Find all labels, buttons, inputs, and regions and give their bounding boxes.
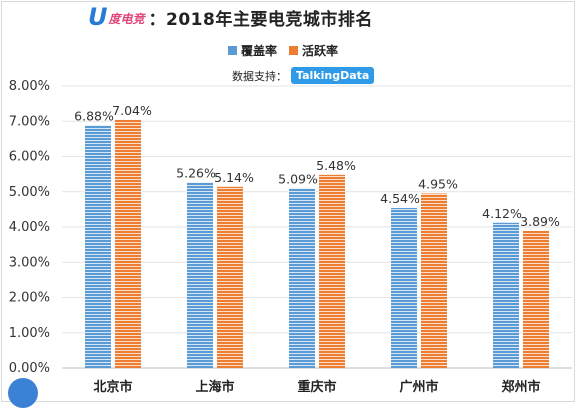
y-tick-label: 3.00% bbox=[9, 255, 50, 270]
y-tick-label: 6.00% bbox=[9, 150, 50, 165]
data-label: 5.48% bbox=[316, 158, 356, 173]
brand-logo-u: U bbox=[88, 3, 108, 31]
y-tick-label: 8.00% bbox=[9, 79, 50, 94]
grid-layer bbox=[62, 85, 572, 369]
brand-logo: U 度电竞 bbox=[88, 5, 145, 29]
data-label: 6.88% bbox=[74, 108, 114, 123]
data-label: 4.12% bbox=[482, 206, 522, 221]
legend-label-coverage: 覆盖率 bbox=[241, 44, 278, 58]
data-source-label: 数据支持： bbox=[232, 69, 287, 83]
bar-activity bbox=[217, 186, 243, 368]
data-label: 3.89% bbox=[520, 214, 560, 229]
x-tick-label: 郑州市 bbox=[501, 379, 540, 395]
chart-title: ：2018年主要电竞城市排名 bbox=[148, 9, 373, 30]
x-tick-label: 上海市 bbox=[195, 379, 234, 395]
data-label: 7.04% bbox=[112, 103, 152, 118]
data-source: 数据支持： TalkingData bbox=[232, 67, 375, 84]
y-tick-label: 4.00% bbox=[9, 220, 50, 235]
y-tick-label: 2.00% bbox=[9, 291, 50, 306]
x-tick-label: 广州市 bbox=[399, 379, 438, 395]
x-tick-label: 重庆市 bbox=[297, 379, 336, 395]
legend-item-coverage: 覆盖率 bbox=[228, 42, 277, 59]
bar-coverage bbox=[391, 207, 417, 368]
y-tick-label: 5.00% bbox=[9, 185, 50, 200]
bar-activity bbox=[523, 230, 549, 368]
bar-activity bbox=[421, 193, 447, 368]
data-label: 4.95% bbox=[418, 177, 458, 192]
y-tick-label: 0.00% bbox=[9, 361, 50, 376]
data-label: 5.14% bbox=[214, 170, 254, 185]
bar-coverage bbox=[187, 182, 213, 368]
legend-item-activity: 活跃率 bbox=[289, 42, 338, 59]
data-label: 5.09% bbox=[278, 172, 318, 187]
bar-coverage bbox=[85, 125, 111, 368]
data-source-badge: TalkingData bbox=[291, 67, 375, 84]
y-tick-label: 1.00% bbox=[9, 326, 50, 341]
bar-layer bbox=[85, 119, 549, 368]
bar-coverage bbox=[493, 222, 519, 368]
bar-activity bbox=[115, 119, 141, 368]
y-tick-label: 7.00% bbox=[9, 114, 50, 129]
chart-frame bbox=[1, 1, 575, 402]
chart-legend: 覆盖率 活跃率 bbox=[228, 42, 350, 59]
corner-dot bbox=[8, 378, 38, 408]
brand-logo-text: 度电竞 bbox=[108, 12, 145, 26]
label-layer: 0.00% 1.00% 2.00% 3.00% 4.00% 5.00% 6.00% 7.00%… bbox=[9, 79, 560, 395]
legend-swatch-coverage bbox=[228, 46, 237, 55]
data-label: 4.54% bbox=[380, 191, 420, 206]
bar-coverage bbox=[289, 188, 315, 368]
bar-activity bbox=[319, 174, 345, 368]
legend-label-activity: 活跃率 bbox=[302, 44, 339, 58]
legend-swatch-activity bbox=[289, 46, 299, 55]
x-tick-label: 北京市 bbox=[93, 379, 132, 395]
data-label: 5.26% bbox=[176, 166, 216, 181]
chart-header: U 度电竞 ：2018年主要电竞城市排名 bbox=[88, 4, 373, 30]
